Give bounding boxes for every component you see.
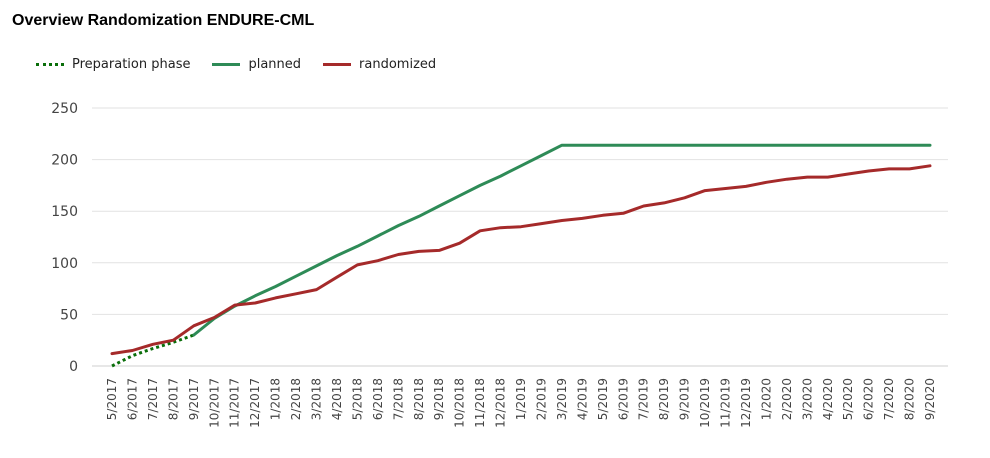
x-tick-label-39: 8/2020 [903,378,917,420]
x-tick-label-16: 9/2018 [432,378,446,420]
legend-label-planned: planned [248,57,302,72]
chart-title: Overview Randomization ENDURE-CML [12,12,315,29]
x-tick-label-5: 10/2017 [207,378,221,428]
x-tick-label-7: 12/2017 [248,378,262,428]
x-tick-label-24: 5/2019 [596,378,610,420]
legend-label-randomized: randomized [359,57,437,72]
legend-swatch-randomized [323,63,352,66]
x-tick-label-8: 1/2018 [269,378,283,420]
legend-label-preparation: Preparation phase [72,57,191,72]
x-tick-label-33: 2/2020 [780,378,794,420]
legend-swatch-planned [212,63,241,66]
x-tick-label-13: 6/2018 [371,378,385,420]
x-tick-label-34: 3/2020 [800,378,814,420]
x-tick-label-37: 6/2020 [862,378,876,420]
series-line-randomized [110,164,932,356]
x-tick-label-31: 12/2019 [739,378,753,428]
legend-item-planned[interactable]: planned [212,57,301,72]
x-tick-label-2: 7/2017 [146,378,160,420]
x-tick-label-9: 2/2018 [289,378,303,420]
legend-item-randomized[interactable]: randomized [323,57,436,72]
x-tick-label-12: 5/2018 [350,378,364,420]
x-tick-label-1: 6/2017 [125,378,139,420]
y-tick-label-50: 50 [60,307,78,323]
x-tick-label-15: 8/2018 [412,378,426,420]
legend-item-preparation[interactable]: Preparation phase [36,57,190,72]
x-tick-label-38: 7/2020 [882,378,896,420]
x-tick-label-14: 7/2018 [391,378,405,420]
y-tick-label-250: 250 [51,101,78,117]
chart-legend: Preparation phase planned randomized [36,57,458,72]
x-tick-label-10: 3/2018 [310,378,324,420]
series-line-preparation-phase [111,333,195,368]
x-tick-label-0: 5/2017 [105,378,119,420]
x-tick-label-6: 11/2017 [228,378,242,428]
x-tick-label-4: 9/2017 [187,378,201,420]
x-tick-label-40: 9/2020 [923,378,937,420]
x-tick-label-17: 10/2018 [453,378,467,428]
x-tick-label-25: 6/2019 [616,378,630,420]
x-tick-label-21: 2/2019 [534,378,548,420]
legend-swatch-preparation [36,63,64,66]
x-tick-label-36: 5/2020 [841,378,855,420]
x-tick-label-27: 8/2019 [657,378,671,420]
series-line-planned [192,143,932,337]
x-tick-label-19: 12/2018 [494,378,508,428]
y-tick-label-150: 150 [51,204,78,220]
x-tick-label-22: 3/2019 [555,378,569,420]
x-tick-label-26: 7/2019 [637,378,651,420]
y-tick-label-100: 100 [51,256,78,272]
x-tick-label-11: 4/2018 [330,378,344,420]
x-tick-label-35: 4/2020 [821,378,835,420]
x-tick-label-23: 4/2019 [575,378,589,420]
x-tick-label-20: 1/2019 [514,378,528,420]
x-tick-label-29: 10/2019 [698,378,712,428]
x-tick-label-32: 1/2020 [759,378,773,420]
y-tick-label-0: 0 [69,359,78,375]
y-tick-label-200: 200 [51,153,78,169]
x-tick-label-28: 9/2019 [678,378,692,420]
x-tick-label-18: 11/2018 [473,378,487,428]
x-tick-label-30: 11/2019 [719,378,733,428]
x-tick-label-3: 8/2017 [166,378,180,420]
